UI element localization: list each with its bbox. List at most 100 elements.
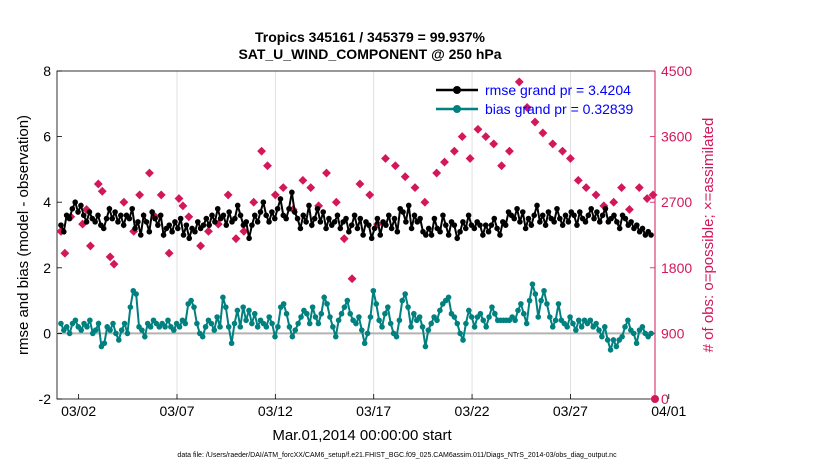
bias-point <box>434 317 440 324</box>
rmse-point <box>616 225 623 232</box>
bias-point <box>425 327 432 333</box>
rmse-point <box>334 212 341 219</box>
rmse-point <box>309 222 315 228</box>
bias-point <box>535 314 542 320</box>
rmse-point <box>286 205 292 212</box>
bias-point <box>330 324 336 330</box>
x-tick-label: 04/01 <box>651 403 686 419</box>
rmse-point <box>234 202 241 209</box>
rmse-point <box>599 212 606 219</box>
y-tick-label: 6 <box>43 129 51 145</box>
bias-point <box>243 317 249 324</box>
bias-point <box>113 330 119 337</box>
bias-point <box>78 327 84 333</box>
rmse-point <box>494 225 500 232</box>
bias-point <box>445 294 452 301</box>
rmse-point <box>437 228 443 235</box>
bias-point <box>266 314 273 320</box>
rmse-point <box>103 215 110 222</box>
bias-point <box>107 327 113 333</box>
bias-point <box>289 333 296 340</box>
rmse-point <box>502 222 509 228</box>
bias-point <box>437 307 443 314</box>
bias-point <box>72 317 79 324</box>
rmse-point <box>135 219 141 225</box>
bias-point <box>347 310 354 317</box>
rmse-point <box>226 209 232 215</box>
bias-point <box>379 324 385 330</box>
bias-point <box>370 287 377 294</box>
obs-count-point <box>591 190 601 200</box>
bias-point <box>356 314 362 320</box>
bias-point <box>564 324 570 330</box>
bias-point <box>214 314 220 320</box>
bias-point <box>295 320 301 327</box>
rmse-point <box>300 212 307 219</box>
rmse-point <box>232 215 238 222</box>
bias-point <box>373 301 380 307</box>
rmse-point <box>206 222 212 228</box>
rmse-point <box>257 209 264 215</box>
bias-point <box>596 327 602 333</box>
rmse-point <box>106 205 113 212</box>
bias-point <box>471 324 478 330</box>
obs-count-point <box>400 172 410 182</box>
bias-point <box>578 324 585 330</box>
chart-title: Tropics 345161 / 345379 = 99.937% <box>255 29 486 45</box>
bias-point <box>544 301 550 307</box>
bias-point <box>170 327 177 333</box>
bias-point <box>364 330 371 337</box>
bias-point <box>393 333 400 340</box>
rmse-point <box>291 209 298 215</box>
rmse-point <box>343 215 349 222</box>
rmse-point <box>428 232 435 238</box>
bias-point <box>396 317 403 324</box>
obs-count-point <box>97 186 107 196</box>
rmse-point <box>277 196 284 202</box>
bias-point <box>202 324 209 330</box>
bias-point <box>648 330 654 337</box>
rmse-point <box>517 219 523 225</box>
rmse-point <box>60 228 67 235</box>
rmse-point <box>175 225 181 232</box>
obs-count-point <box>558 146 567 156</box>
y-right-tick-label: 2700 <box>661 194 692 210</box>
y-tick-label: 8 <box>43 63 51 79</box>
bias-point <box>124 330 131 337</box>
obs-count-point <box>514 77 524 87</box>
obs-count-point <box>489 139 499 149</box>
obs-count-point <box>565 154 575 163</box>
bias-point <box>84 324 90 330</box>
rmse-point <box>331 219 338 225</box>
rmse-point <box>477 222 483 228</box>
obs-count-point <box>390 161 400 171</box>
bias-point <box>199 333 206 340</box>
rmse-point <box>86 209 93 215</box>
bias-point <box>376 317 382 324</box>
rmse-point <box>75 209 81 215</box>
bias-point <box>633 340 640 347</box>
obs-count-point <box>481 132 491 142</box>
obs-count-point <box>249 197 259 207</box>
bias-point <box>298 314 304 320</box>
rmse-point <box>80 212 87 219</box>
y-right-tick-label: 1800 <box>661 260 692 276</box>
bias-point <box>466 307 472 314</box>
rmse-point <box>306 202 312 209</box>
obs-count-point <box>270 190 280 200</box>
rmse-point <box>274 205 281 212</box>
obs-count-point <box>497 161 506 171</box>
rmse-point <box>391 215 398 222</box>
rmse-point <box>385 212 392 219</box>
obs-count-point <box>449 146 459 156</box>
rmse-point <box>166 222 173 228</box>
y-axis-label: rmse and bias (model - observation) <box>15 115 32 355</box>
obs-count-point <box>548 139 558 149</box>
bias-point <box>139 327 145 333</box>
rmse-point <box>220 212 227 219</box>
rmse-point <box>537 219 543 225</box>
bias-point <box>127 304 134 310</box>
rmse-point <box>388 225 395 232</box>
bias-point <box>593 320 599 327</box>
